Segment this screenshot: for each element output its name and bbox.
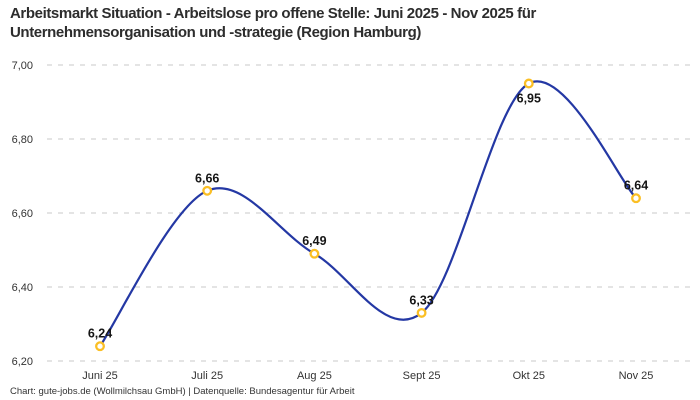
- y-tick-label: 6,40: [12, 282, 33, 294]
- data-point-marker: [95, 341, 105, 352]
- data-point-marker: [523, 78, 534, 89]
- y-axis-labels: 7,00 6,80 6,60 6,40 6,20: [12, 60, 33, 368]
- data-point-label: 6,66: [195, 171, 219, 185]
- data-point-label: 6,64: [624, 179, 648, 193]
- data-point-marker: [309, 248, 320, 259]
- data-line: [98, 80, 638, 348]
- data-point-marker: [202, 185, 213, 196]
- data-point-label: 6,49: [302, 234, 326, 248]
- y-tick-label: 7,00: [12, 60, 33, 72]
- gridlines: [47, 64, 691, 362]
- y-tick-label: 6,20: [12, 356, 33, 368]
- data-point-label: 6,33: [409, 293, 433, 307]
- data-point-label: 6,24: [88, 327, 112, 341]
- chart-credit: Chart: gute-jobs.de (Wollmilchsau GmbH) …: [10, 386, 355, 397]
- x-tick-label: Aug 25: [297, 370, 332, 382]
- data-point-markers: [95, 78, 641, 352]
- data-point-value-labels: 6,24 6,66 6,49 6,33 6,95 6,64: [88, 92, 648, 341]
- chart-title-line1: Arbeitsmarkt Situation - Arbeitslose pro…: [10, 5, 536, 22]
- x-tick-label: Juli 25: [191, 370, 223, 382]
- data-point-marker: [631, 193, 641, 204]
- x-tick-label: Nov 25: [619, 370, 654, 382]
- x-tick-label: Okt 25: [513, 370, 545, 382]
- y-tick-label: 6,60: [12, 208, 33, 220]
- x-tick-label: Juni 25: [82, 370, 117, 382]
- x-axis-labels: Juni 25 Juli 25 Aug 25 Sept 25 Okt 25 No…: [82, 370, 653, 382]
- x-tick-label: Sept 25: [403, 370, 441, 382]
- chart-title: Arbeitsmarkt Situation - Arbeitslose pro…: [10, 4, 536, 42]
- data-point-label: 6,95: [517, 92, 541, 106]
- data-point-marker: [416, 307, 427, 318]
- y-tick-label: 6,80: [12, 134, 33, 146]
- chart-title-line2: Unternehmensorganisation und -strategie …: [10, 24, 421, 41]
